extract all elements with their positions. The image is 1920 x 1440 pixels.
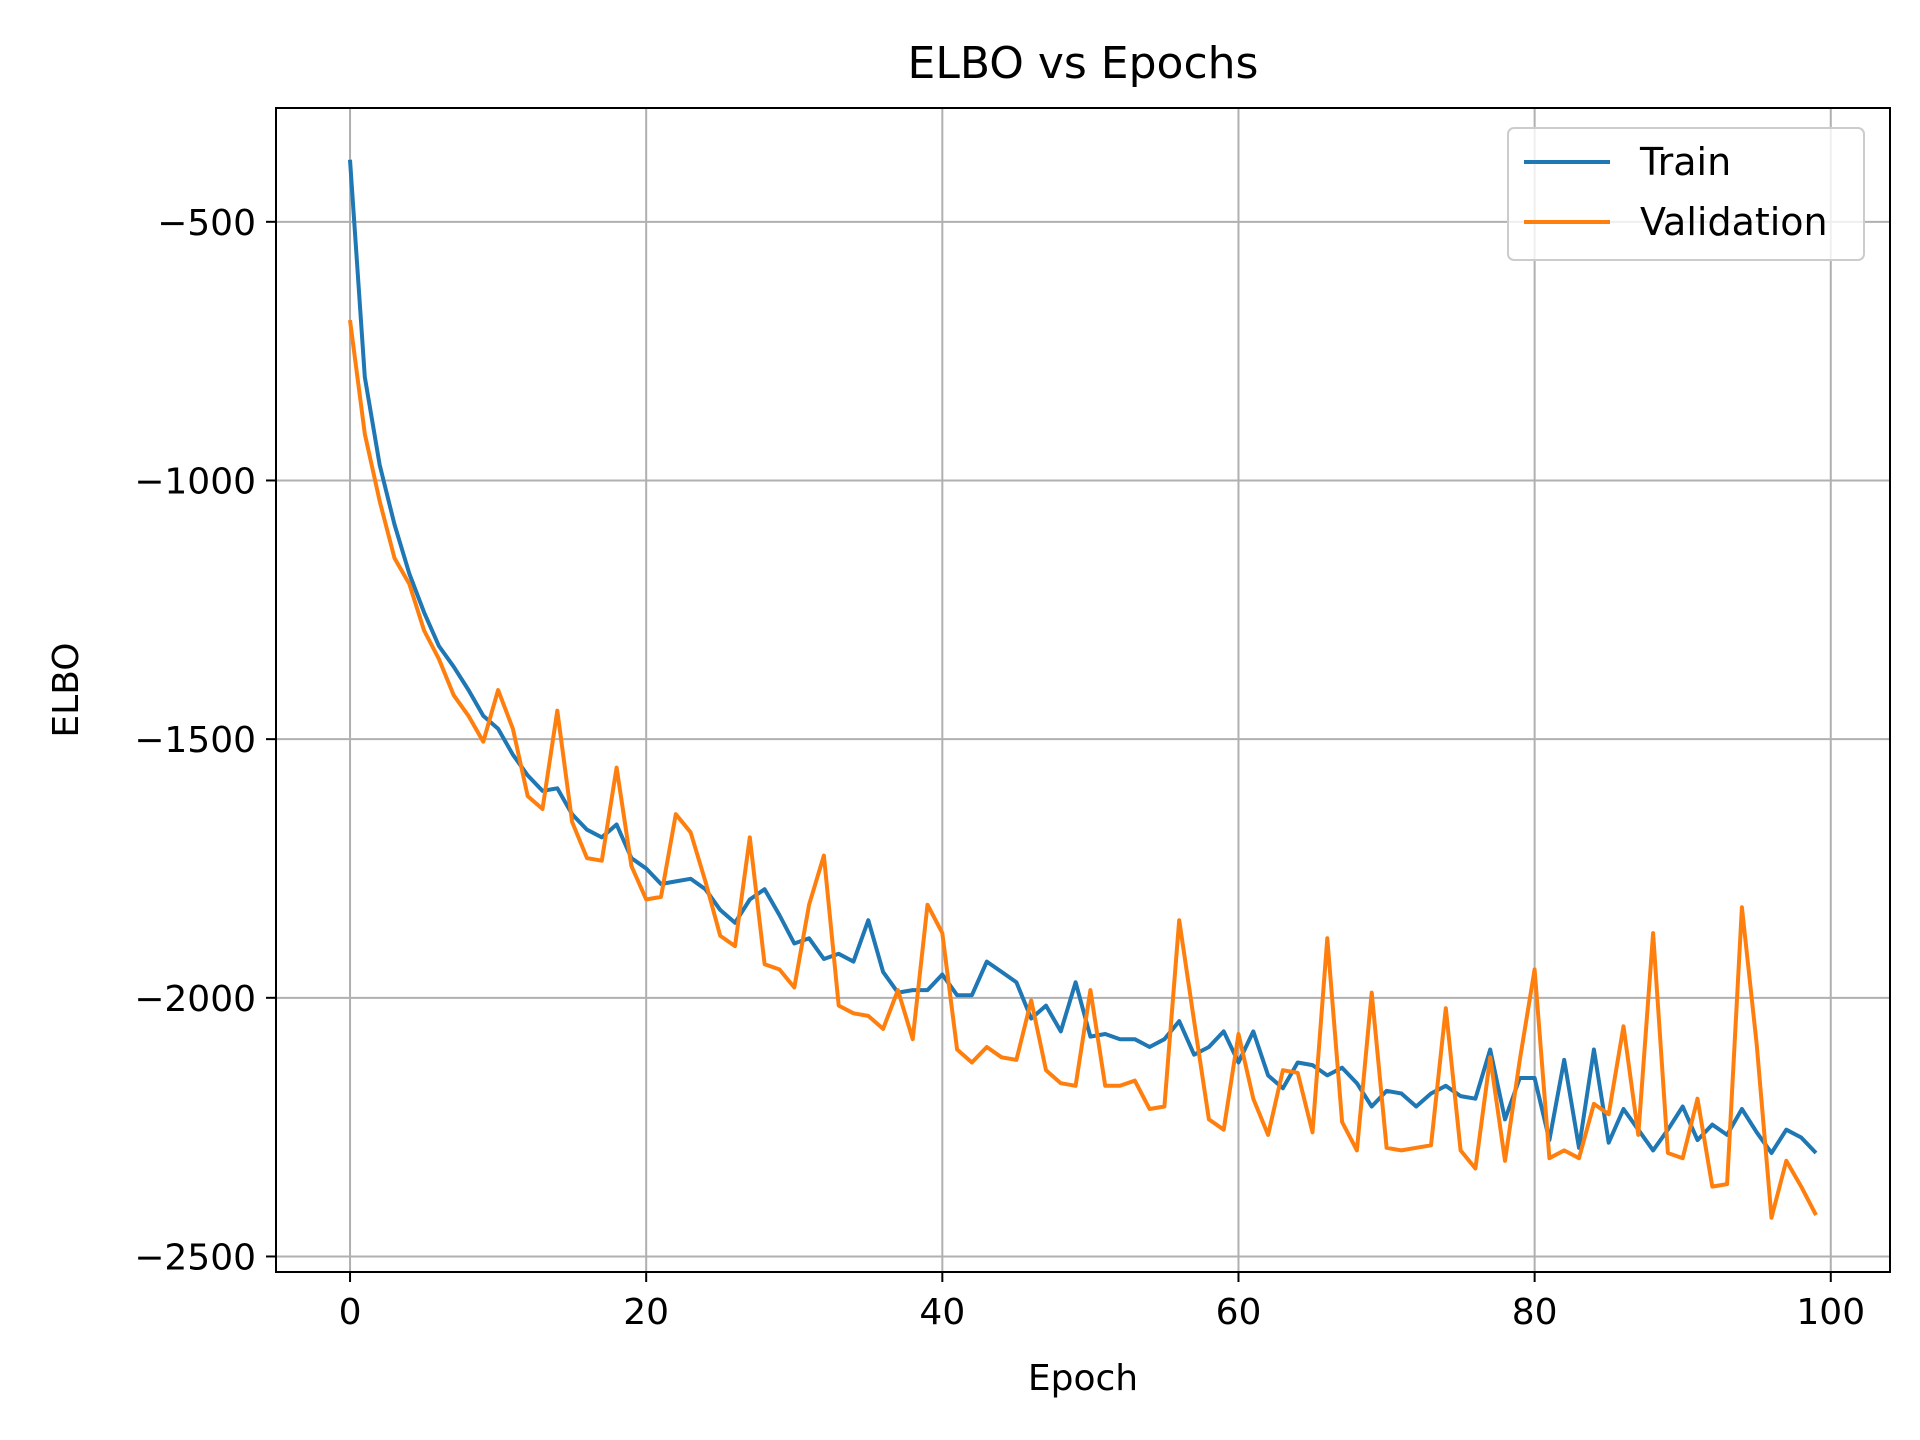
y-tick-label: −2500: [134, 1237, 256, 1278]
plot-area-frame: [275, 107, 1891, 1273]
series-lines: [348, 159, 1818, 1220]
chart-title: ELBO vs Epochs: [908, 38, 1259, 89]
x-tick-label: 60: [1216, 1292, 1262, 1333]
x-tick-label: 0: [339, 1292, 362, 1333]
y-tick-label: −1500: [134, 720, 256, 761]
legend-label-validation: Validation: [1640, 200, 1828, 244]
y-tick-label: −500: [157, 203, 256, 244]
x-tick-label: 100: [1796, 1292, 1865, 1333]
y-tick-label: −1000: [134, 461, 256, 502]
x-tick-label: 40: [919, 1292, 965, 1333]
x-tick-label: 20: [623, 1292, 669, 1333]
grid-lines: [276, 108, 1890, 1272]
y-axis-label: ELBO: [46, 642, 87, 737]
legend: Train Validation: [1507, 127, 1865, 261]
legend-label-train: Train: [1639, 140, 1731, 184]
x-tick-label: 80: [1512, 1292, 1558, 1333]
y-tick-label: −2000: [134, 979, 256, 1020]
x-axis-label: Epoch: [1028, 1358, 1138, 1399]
series-line-train: [348, 159, 1818, 1155]
series-line-validation: [348, 319, 1818, 1220]
axis-ticks: 0 20 40 60 80 100 −500 −1000 −1500 −2000 −2500: [134, 203, 1865, 1333]
